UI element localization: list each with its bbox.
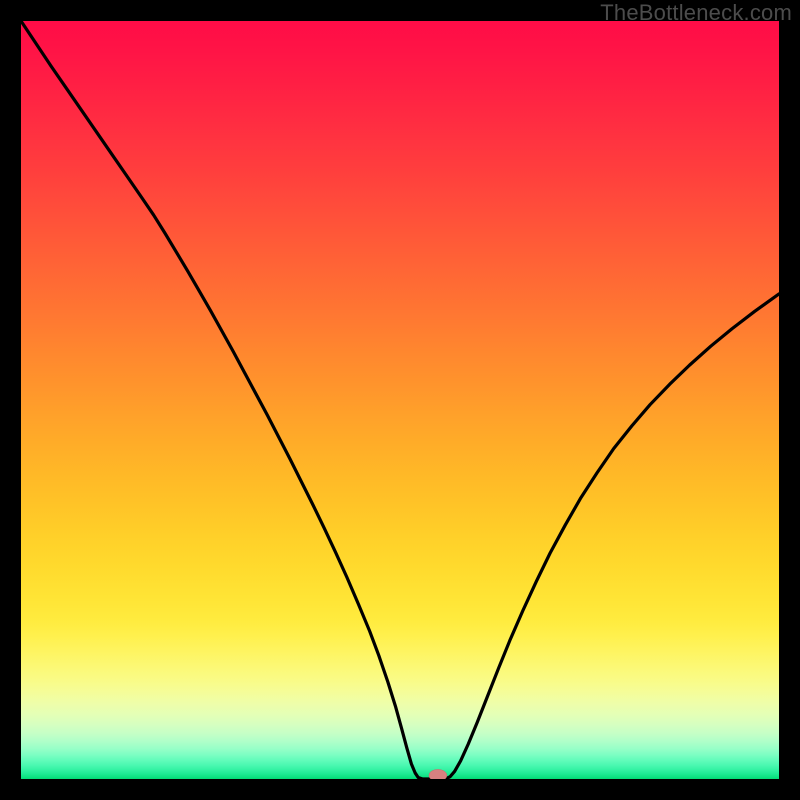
chart-frame: TheBottleneck.com [0,0,800,800]
plot-area [21,21,779,779]
optimal-point-marker [429,769,447,779]
gradient-background [21,21,779,779]
bottleneck-curve-chart [21,21,779,779]
attribution-label: TheBottleneck.com [600,0,792,26]
